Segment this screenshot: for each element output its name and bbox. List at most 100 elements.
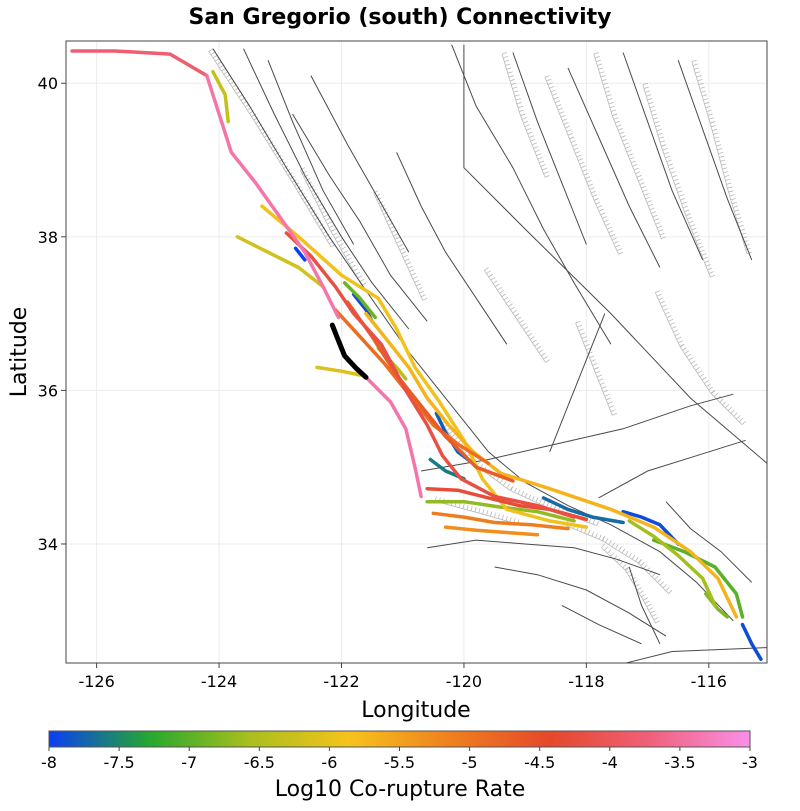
fault-tick-mark: [593, 52, 599, 55]
fault-tick-mark: [330, 228, 336, 232]
fault-tick-mark: [688, 357, 694, 361]
fault-tick-mark: [300, 167, 305, 171]
fault-tick-edge: [691, 61, 711, 124]
fault-tick-mark: [497, 286, 502, 291]
fault-tick-mark: [602, 215, 607, 219]
fault-tick-mark: [567, 133, 573, 136]
fault-tick-mark: [305, 178, 311, 182]
fault-tick-mark: [733, 205, 739, 208]
fault-tick-mark: [590, 190, 596, 194]
fault-tick-mark: [336, 239, 342, 243]
fault-tick-mark: [635, 171, 641, 174]
fault-tick-mark: [592, 363, 598, 366]
background-fault-line: [267, 60, 355, 245]
co-rupture-section-line: [293, 246, 307, 262]
co-rupture-section-line: [364, 311, 739, 619]
fault-tick-mark: [532, 339, 537, 344]
fault-tick-mark: [659, 232, 665, 236]
fault-tick-edge: [624, 569, 644, 601]
fault-tick-mark: [731, 201, 737, 205]
fault-tick-mark: [724, 174, 730, 178]
fault-tick-mark: [353, 268, 359, 272]
fault-tick-mark: [509, 79, 515, 82]
fault-tick-edge: [565, 525, 603, 542]
fault-tick-mark: [658, 297, 664, 301]
fault-tick-mark: [208, 48, 214, 52]
y-tick-label: 38: [38, 228, 58, 247]
fault-tick-mark: [505, 300, 511, 304]
fault-tick-mark: [655, 620, 661, 624]
fault-tick-mark: [687, 217, 693, 220]
fault-tick-mark: [510, 486, 514, 492]
fault-tick-mark: [702, 94, 708, 97]
colorbar-tick-label: -4.5: [524, 753, 555, 772]
colorbar-tick-label: -4: [602, 753, 618, 772]
fault-tick-mark: [519, 109, 525, 112]
fault-tick-mark: [411, 272, 416, 276]
fault-tick-mark: [552, 93, 558, 96]
fault-tick-mark: [415, 283, 421, 287]
fault-tick-mark: [514, 313, 520, 317]
fault-tick-mark: [651, 113, 657, 116]
y-axis-label: Latitude: [7, 307, 32, 398]
colorbar-tick-label: -5.5: [384, 753, 415, 772]
fault-tick-mark: [565, 125, 570, 129]
fault-tick-mark: [659, 581, 665, 586]
colorbar-tick-label: -6: [321, 753, 337, 772]
colorbar-tick-label: -7.5: [103, 753, 134, 772]
fault-tick-mark: [653, 117, 659, 120]
fault-tick-mark: [648, 570, 653, 575]
co-rupture-section-line: [364, 375, 423, 499]
fault-tick-mark: [523, 326, 529, 330]
fault-tick-mark: [673, 178, 679, 182]
fault-tick-mark: [618, 251, 624, 255]
fault-tick-edge: [575, 322, 595, 370]
fault-tick-edge: [642, 599, 656, 624]
fault-tick-mark: [595, 201, 601, 205]
fault-tick-mark: [615, 544, 619, 550]
fault-tick-mark: [266, 137, 272, 142]
co-rupture-section-line: [284, 231, 576, 519]
fault-tick-mark: [349, 261, 354, 265]
fault-tick-mark: [543, 356, 548, 360]
colorbar-tick-label: -3: [742, 753, 758, 772]
background-fault-line: [628, 566, 661, 645]
fault-tick-mark: [531, 495, 535, 501]
fault-tick-mark: [688, 220, 694, 224]
fault-tick-mark: [503, 296, 509, 301]
fault-tick-mark: [707, 113, 713, 116]
fault-tick-mark: [661, 304, 667, 308]
fault-tick-mark: [576, 154, 582, 158]
fault-tick-mark: [535, 497, 539, 503]
fault-tick-mark: [514, 94, 520, 97]
fault-tick-mark: [611, 237, 617, 241]
fault-tick-mark: [657, 132, 663, 135]
fault-tick-edge: [251, 116, 295, 186]
background-fault-line: [567, 67, 661, 268]
fault-tick-mark: [610, 233, 616, 237]
x-tick-label: -116: [691, 672, 727, 691]
fault-tick-mark: [323, 214, 329, 218]
fault-tick-mark: [647, 98, 653, 101]
fault-tick-mark: [707, 267, 713, 271]
fault-tick-mark: [695, 71, 701, 74]
fault-tick-mark: [404, 258, 410, 262]
fault-tick-mark: [708, 117, 714, 120]
background-fault-line: [396, 152, 508, 345]
colorbar-tick-label: -6.5: [244, 753, 275, 772]
fault-tick-mark: [219, 64, 224, 69]
fault-tick-mark: [587, 529, 591, 535]
fault-tick-mark: [262, 130, 267, 135]
fault-tick-mark: [327, 221, 332, 225]
background-fault-line: [561, 604, 642, 645]
fault-tick-mark: [656, 128, 662, 132]
fault-tick-mark: [512, 309, 518, 314]
fault-tick-mark: [628, 552, 632, 558]
fault-tick-mark: [399, 247, 405, 251]
fault-tick-edge: [601, 547, 627, 571]
fault-tick-mark: [334, 235, 340, 240]
fault-tick-mark: [607, 401, 613, 405]
fault-tick-mark: [490, 511, 493, 517]
fault-tick-mark: [601, 543, 606, 548]
fault-tick-mark: [536, 153, 542, 156]
